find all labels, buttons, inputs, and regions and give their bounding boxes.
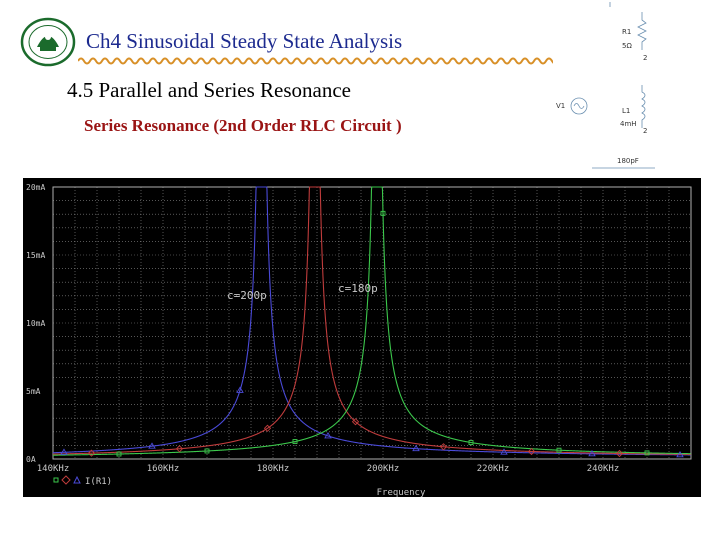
series-marker-0 — [148, 442, 156, 449]
section-title: 4.5 Parallel and Series Resonance — [67, 78, 351, 102]
series-marker-1 — [175, 445, 184, 453]
annotation-c-180p: c=180p — [338, 282, 378, 295]
resonance-chart: 140KHz 160KHz 180KHz 200KHz 220KHz 240KHz 0A 5m… — [23, 178, 701, 497]
series-marker-2 — [468, 440, 474, 445]
y-tick-label: 15mA — [26, 251, 45, 260]
chart-markers — [60, 210, 684, 458]
rlc-circuit-schematic: R1 5Ω V1 L1 4mH 180pF 2 2 — [556, 2, 655, 169]
schematic-label-c-value: 180pF — [617, 157, 639, 165]
series-marker-0 — [676, 450, 684, 458]
schematic-pin-label: 2 — [643, 127, 647, 135]
series-marker-0 — [412, 444, 420, 452]
inductor-symbol — [641, 85, 646, 128]
x-tick-label: 240KHz — [587, 464, 620, 474]
series-line-2 — [53, 186, 691, 456]
series-marker-1 — [87, 449, 96, 457]
y-tick-label: 20mA — [26, 183, 45, 192]
series-marker-2 — [292, 439, 298, 444]
series-marker-0 — [60, 448, 68, 455]
schematic-label-l1: L1 — [622, 107, 630, 115]
y-tick-label: 0A — [26, 455, 36, 464]
chapter-title: Ch4 Sinusoidal Steady State Analysis — [86, 29, 403, 53]
series-marker-1 — [615, 449, 624, 458]
x-tick-label: 140KHz — [37, 464, 70, 474]
annotation-c-200p: c=200p — [227, 289, 267, 302]
chart-legend: I(R1) — [53, 475, 112, 487]
y-tick-label: 5mA — [26, 387, 41, 396]
schematic-label-v1: V1 — [556, 102, 565, 110]
series-marker-1 — [263, 424, 272, 432]
series-marker-2 — [204, 448, 210, 454]
legend-label: I(R1) — [85, 477, 112, 487]
series-marker-2 — [116, 451, 122, 457]
x-tick-label: 180KHz — [257, 464, 290, 474]
schematic-pin-label: 2 — [643, 54, 647, 62]
schematic-label-r1: R1 — [622, 28, 631, 36]
x-tick-label: 220KHz — [477, 464, 510, 474]
series-marker-0 — [236, 386, 244, 393]
chart-curves — [52, 186, 691, 456]
series-line-1 — [53, 186, 691, 455]
series-marker-1 — [351, 418, 360, 426]
series-marker-1 — [439, 443, 448, 451]
x-axis-label: Frequency — [377, 488, 426, 497]
chart-grid — [52, 186, 692, 460]
series-marker-0 — [588, 449, 596, 457]
resistor-symbol — [637, 12, 647, 50]
series-marker-0 — [324, 432, 332, 439]
decorative-wave-divider — [78, 57, 553, 65]
y-tick-label: 10mA — [26, 319, 45, 328]
series-line-0 — [52, 186, 691, 456]
schematic-label-r-value: 5Ω — [622, 42, 632, 50]
series-marker-2 — [644, 450, 650, 456]
university-seal-icon — [20, 17, 76, 67]
x-tick-label: 160KHz — [147, 464, 180, 474]
series-marker-0 — [500, 448, 508, 455]
subtitle: Series Resonance (2nd Order RLC Circuit … — [84, 116, 402, 135]
voltage-source-symbol — [570, 97, 588, 115]
series-marker-2 — [556, 447, 562, 453]
chart-ticks: 140KHz 160KHz 180KHz 200KHz 220KHz 240KHz 0A 5m… — [26, 183, 619, 474]
series-marker-2 — [380, 210, 386, 216]
x-tick-label: 200KHz — [367, 464, 400, 474]
schematic-label-l-value: 4mH — [620, 120, 637, 128]
series-marker-1 — [527, 447, 536, 456]
